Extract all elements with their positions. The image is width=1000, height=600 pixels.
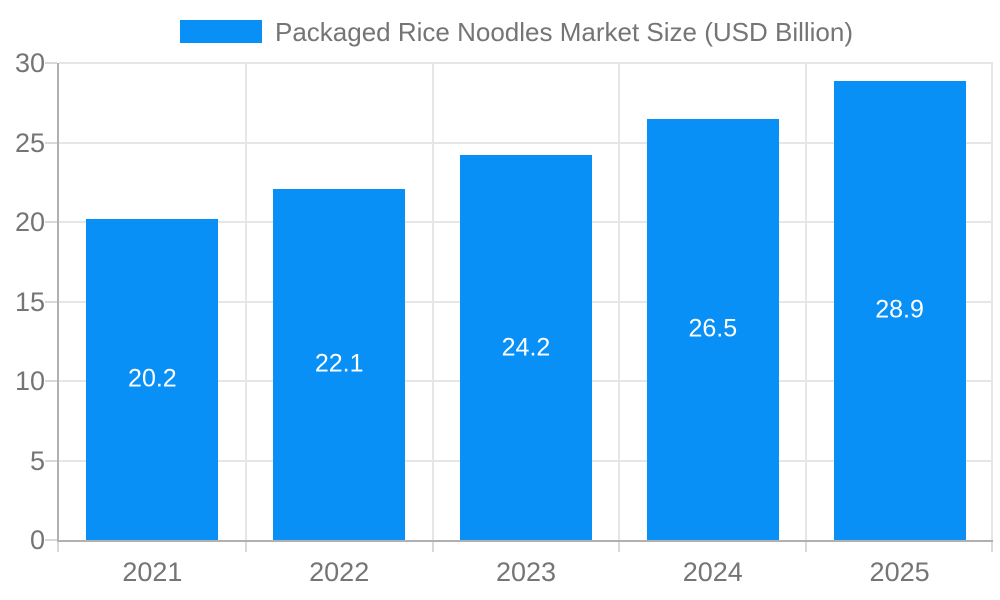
x-axis-tick	[991, 542, 993, 552]
x-tick-label: 2021	[122, 557, 183, 587]
bar-value-label: 28.9	[875, 295, 924, 324]
x-tick-label: 2023	[495, 557, 557, 587]
y-tick-label: 15	[14, 286, 45, 317]
bar-value-label: 26.5	[688, 314, 738, 343]
y-axis-tick	[45, 459, 57, 462]
y-tick-label: 25	[14, 127, 45, 158]
x-tick-label: 2022	[309, 557, 370, 587]
y-axis-tick	[45, 221, 57, 223]
bar: 26.5	[646, 118, 779, 540]
x-axis-tick	[805, 542, 808, 552]
y-tick-label: 0	[29, 525, 45, 555]
y-axis-tick	[45, 300, 57, 303]
bar: 28.9	[833, 80, 966, 540]
y-axis-tick	[45, 380, 57, 382]
bar-value-label: 24.2	[501, 333, 551, 362]
x-axis-tick	[57, 542, 59, 552]
legend-label: Packaged Rice Noodles Market Size (USD B…	[275, 17, 854, 47]
v-gridline	[244, 63, 247, 540]
v-gridline	[805, 63, 808, 540]
x-axis-tick	[618, 542, 621, 552]
v-gridline	[991, 63, 993, 540]
x-tick-label: 2025	[869, 557, 930, 587]
y-tick-label: 5	[29, 445, 45, 476]
y-tick-label: 30	[14, 48, 45, 78]
v-gridline	[618, 63, 621, 540]
y-tick-label: 10	[14, 366, 45, 396]
h-gridline	[59, 141, 993, 144]
h-gridline	[59, 62, 993, 64]
y-axis-tick	[45, 141, 57, 144]
bar: 20.2	[86, 218, 219, 540]
x-axis-tick	[244, 542, 247, 552]
plot-area: 20.2 22.1 24.2 26.5 28.9	[57, 62, 993, 542]
y-axis-tick	[45, 539, 57, 541]
y-axis-tick	[45, 62, 57, 64]
v-gridline	[431, 63, 434, 540]
bar: 22.1	[273, 188, 406, 540]
y-tick-label: 20	[14, 207, 45, 237]
bar-value-label: 22.1	[314, 349, 364, 378]
x-tick-label: 2024	[682, 557, 743, 587]
bar-value-label: 20.2	[128, 364, 177, 393]
bar: 24.2	[460, 155, 592, 540]
x-axis-tick	[431, 542, 434, 552]
legend-swatch	[180, 20, 262, 43]
